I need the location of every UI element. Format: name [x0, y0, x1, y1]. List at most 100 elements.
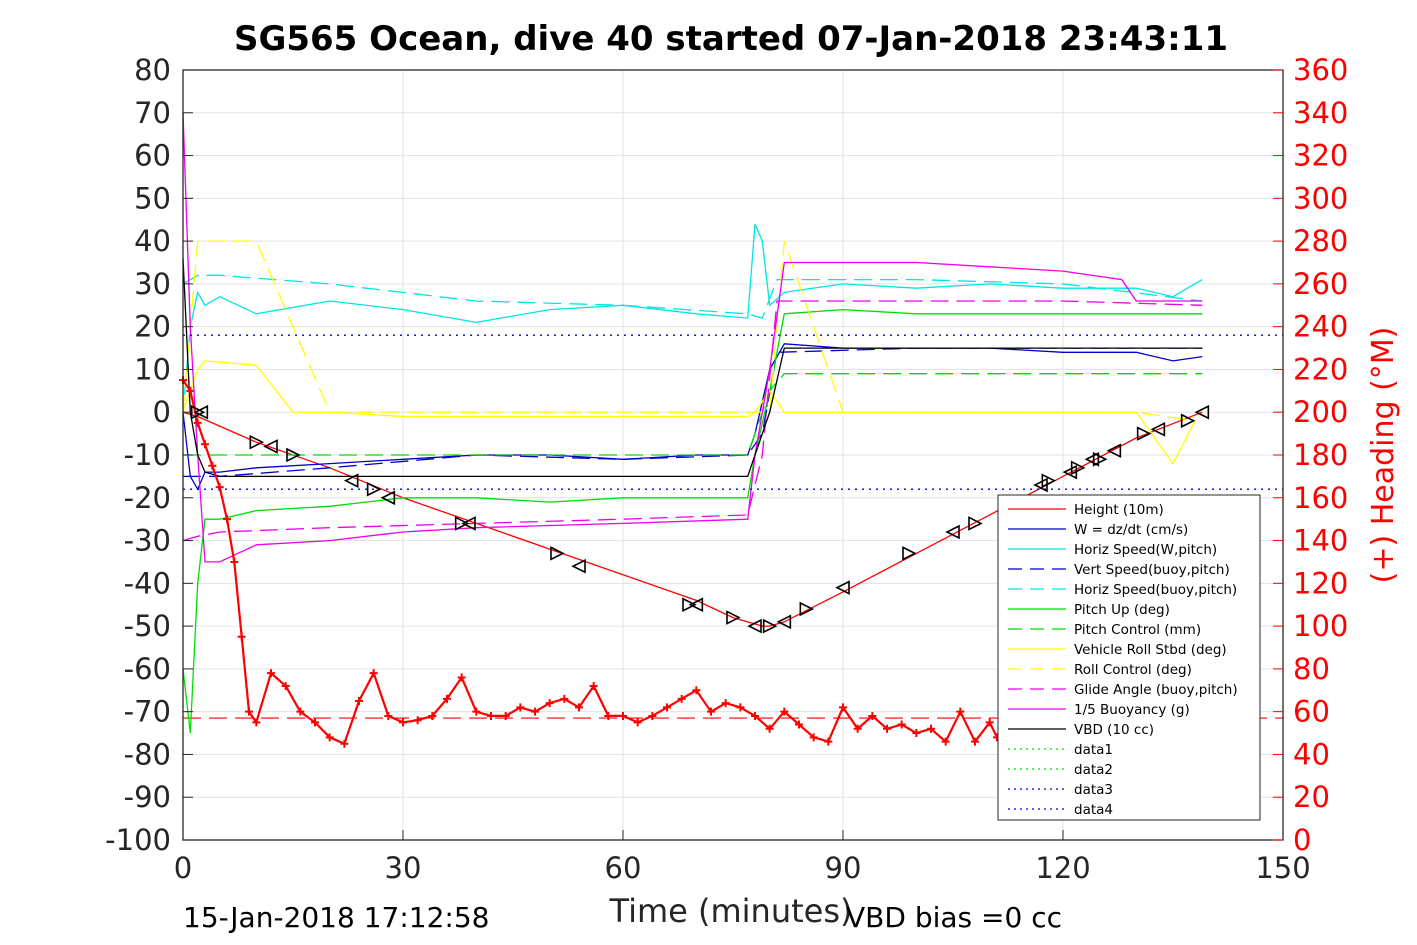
- depth-marker: [461, 516, 476, 531]
- y-tick-label: 50: [134, 181, 171, 215]
- y-tick-label: 60: [134, 139, 171, 173]
- y-tick-label: -10: [124, 438, 171, 472]
- heading-point: [736, 703, 745, 712]
- depth-marker: [682, 597, 697, 613]
- heading-point: [399, 718, 407, 727]
- y-right-tick-label: 340: [1293, 96, 1348, 130]
- y-right-tick-label: 40: [1293, 737, 1330, 771]
- x-tick-label: 90: [825, 851, 862, 885]
- heading-point: [487, 711, 495, 720]
- y-right-tick-label: 0: [1293, 823, 1311, 857]
- legend-label: Pitch Up (deg): [1074, 602, 1170, 618]
- heading-point: [751, 711, 759, 720]
- heading-point: [325, 733, 334, 742]
- y-right-tick-label: 300: [1293, 181, 1348, 215]
- heading-point: [208, 461, 217, 470]
- plot-area: [179, 112, 1283, 748]
- depth-marker: [1194, 404, 1210, 420]
- series-line-10: [182, 112, 1203, 563]
- heading-point: [186, 386, 195, 395]
- y-tick-label: -60: [124, 652, 171, 686]
- depth-marker: [454, 516, 470, 531]
- y-tick-label: -70: [124, 695, 171, 729]
- legend-label: Vert Speed(buoy,pitch): [1074, 562, 1230, 578]
- x-tick-label: 60: [605, 851, 642, 885]
- heading-point: [809, 733, 818, 742]
- y-right-tick-label: 20: [1293, 780, 1330, 814]
- heading-point: [193, 418, 202, 427]
- y-right-tick-label: 180: [1293, 438, 1348, 472]
- heading-point: [824, 737, 833, 746]
- heading-point: [472, 707, 481, 716]
- heading-point: [633, 718, 642, 727]
- depth-marker: [968, 516, 983, 531]
- depth-marker: [945, 524, 960, 540]
- x-tick-label: 120: [1035, 851, 1090, 885]
- depth-marker: [1041, 473, 1057, 488]
- legend-label: Roll Control (deg): [1074, 662, 1192, 678]
- depth-marker: [343, 473, 359, 488]
- depth-marker: [1150, 422, 1166, 437]
- depth-marker: [366, 481, 382, 497]
- depth-marker: [1136, 426, 1152, 441]
- depth-marker: [1070, 460, 1086, 476]
- heading-point: [648, 711, 657, 720]
- y-right-tick-label: 60: [1293, 695, 1330, 729]
- depth-marker: [1106, 443, 1122, 459]
- heading-point: [223, 515, 231, 524]
- series-line-9: [182, 300, 1203, 542]
- heading-point: [516, 703, 525, 712]
- depth-marker: [747, 618, 762, 634]
- legend-label: Glide Angle (buoy,pitch): [1074, 682, 1238, 698]
- depth-marker: [835, 580, 850, 595]
- heading-point: [311, 718, 319, 727]
- depth-marker: [1180, 413, 1196, 429]
- y-tick-label: 10: [134, 352, 171, 386]
- legend-label: data4: [1074, 802, 1113, 818]
- legend-label: W = dz/dt (cm/s): [1074, 522, 1188, 538]
- y-right-tick-label: 360: [1293, 53, 1348, 87]
- y-tick-label: -90: [124, 780, 171, 814]
- legend-label: Height (10m): [1074, 502, 1164, 518]
- heading-point: [560, 694, 569, 703]
- heading-point: [663, 703, 671, 712]
- x-tick-label: 0: [174, 851, 192, 885]
- legend-label: data3: [1074, 782, 1113, 798]
- depth-marker: [263, 439, 278, 454]
- heading-point: [971, 737, 979, 746]
- heading-point: [927, 724, 935, 733]
- y-tick-label: -80: [124, 737, 171, 771]
- y-tick-label: 70: [134, 96, 171, 130]
- y-axis-left: 80 70 60 50 40 30 20 10 0 -10 -20 -30 -40 -50 -60 -70 -8…: [105, 53, 193, 857]
- heading-point: [201, 440, 209, 449]
- heading-point: [340, 739, 349, 748]
- y-axis-right-label: (+) Heading (°M): [1366, 327, 1401, 584]
- series-line-8: [182, 240, 1196, 422]
- heading-point: [780, 707, 789, 716]
- y-right-tick-label: 80: [1293, 652, 1330, 686]
- depth-marker: [726, 610, 741, 625]
- heading-point: [692, 686, 701, 695]
- heading-point: [369, 669, 378, 678]
- heading-point: [252, 718, 261, 727]
- legend-label: 1/5 Buoyancy (g): [1074, 702, 1190, 718]
- x-axis: 0 30 60 90 120 150: [174, 830, 1311, 885]
- depth-marker: [193, 404, 209, 420]
- heading-point: [531, 707, 539, 716]
- heading-line: [182, 379, 998, 746]
- y-axis-right: 3603403203002802602402202001801601401201…: [1273, 53, 1348, 857]
- heading-point: [677, 694, 686, 703]
- y-tick-label: -100: [105, 823, 171, 857]
- heading-point: [912, 729, 921, 738]
- legend-label: Vehicle Roll Stbd (deg): [1074, 642, 1227, 658]
- heading-point: [501, 711, 510, 720]
- heading-point: [413, 716, 422, 725]
- y-right-tick-label: 280: [1293, 224, 1348, 258]
- heading-point: [795, 720, 803, 729]
- heading-point: [230, 557, 239, 566]
- heading-point: [868, 711, 877, 720]
- y-right-tick-label: 200: [1293, 395, 1348, 429]
- x-tick-label: 30: [385, 851, 422, 885]
- y-right-tick-label: 120: [1293, 566, 1348, 600]
